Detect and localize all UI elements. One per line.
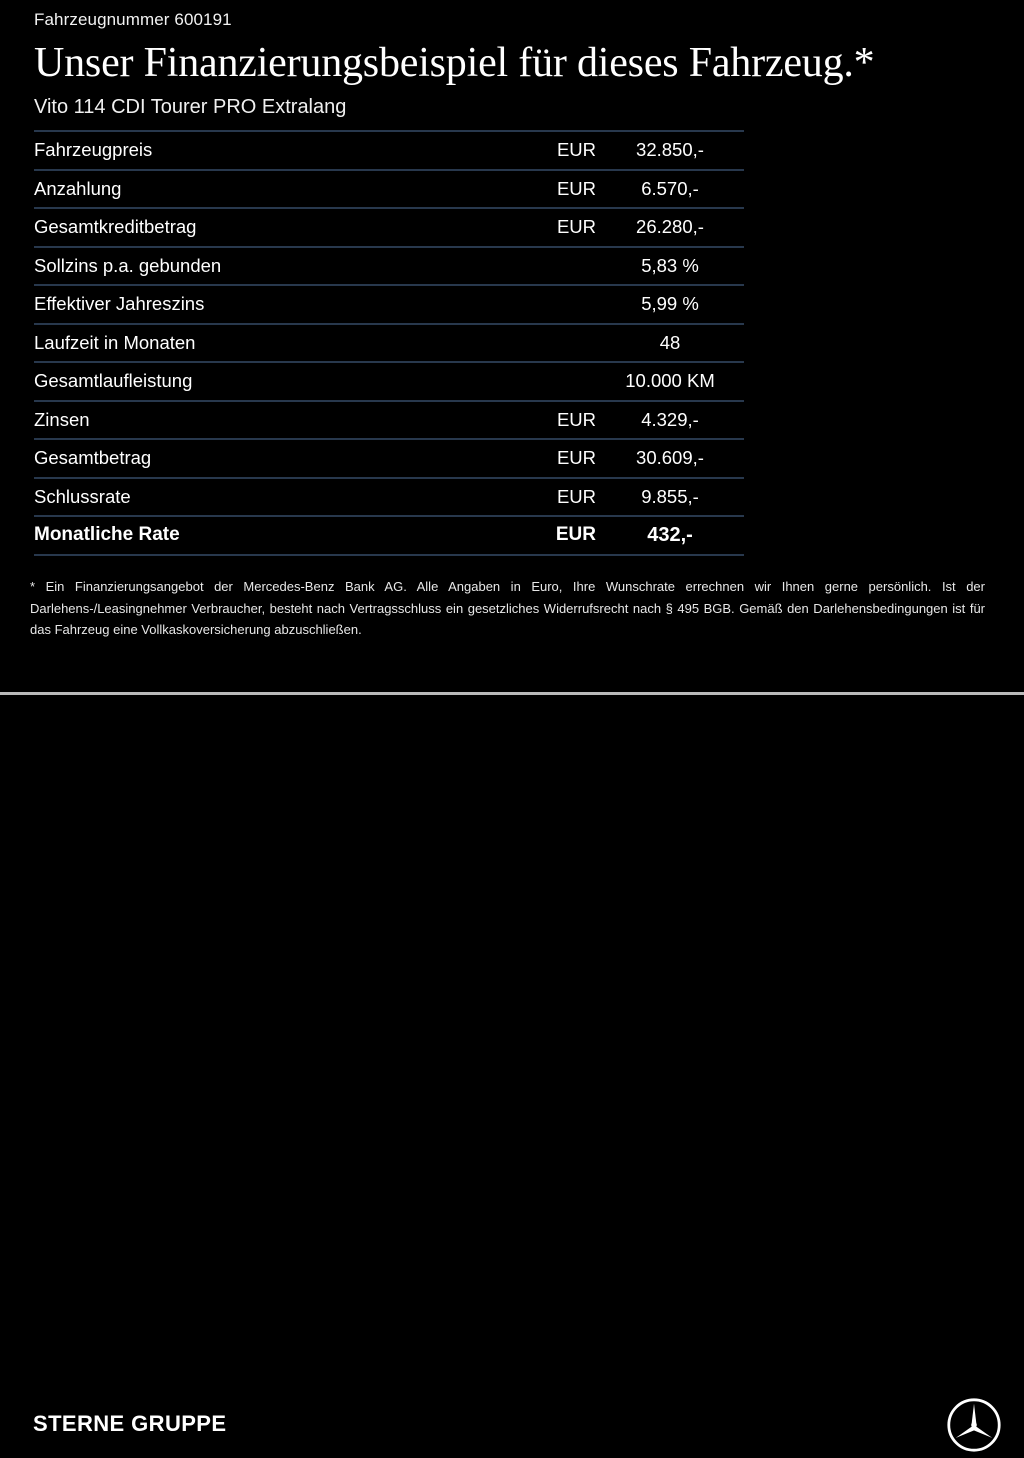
row-currency: EUR [534,399,596,439]
row-currency [534,284,596,324]
row-label: Monatliche Rate [34,515,534,556]
table-row: Gesamtkreditbetrag EUR 26.280,- [34,207,744,247]
row-currency: EUR [534,476,596,516]
row-label: Zinsen [34,399,534,439]
vehicle-model-subtitle: Vito 114 CDI Tourer PRO Extralang [34,96,347,118]
page-title: Unser Finanzierungsbeispiel für dieses F… [34,40,875,86]
page-header: Fahrzeugnummer 600191 Unser Finanzierung… [0,0,1024,122]
row-value: 30.609,- [596,438,744,478]
row-currency: EUR [534,207,596,247]
row-label: Fahrzeugpreis [34,130,534,170]
row-currency [534,361,596,401]
row-value: 9.855,- [596,476,744,516]
finance-details-table: Fahrzeugpreis EUR 32.850,- Anzahlung EUR… [34,130,744,556]
row-value: 4.329,- [596,399,744,439]
legal-footnote: * Ein Finanzierungsangebot der Mercedes-… [30,579,985,637]
table-row: Anzahlung EUR 6.570,- [34,168,744,208]
row-label: Gesamtkreditbetrag [34,207,534,247]
row-value: 32.850,- [596,130,744,170]
row-label: Anzahlung [34,168,534,208]
row-currency: EUR [534,515,596,556]
row-value: 5,99 % [596,284,744,324]
row-label: Laufzeit in Monaten [34,322,534,362]
page-footer: STERNE GRUPPE [0,695,1024,1452]
table-row: Gesamtbetrag EUR 30.609,- [34,438,744,478]
row-value: 432,- [596,515,744,556]
row-value: 26.280,- [596,207,744,247]
table-row: Laufzeit in Monaten 48 [34,322,744,362]
table-row: Sollzins p.a. gebunden 5,83 % [34,245,744,285]
row-label: Effektiver Jahreszins [34,284,534,324]
dealer-brand-name: STERNE GRUPPE [33,1411,227,1436]
table-row: Effektiver Jahreszins 5,99 % [34,284,744,324]
table-row: Schlussrate EUR 9.855,- [34,476,744,516]
table-row-monthly-rate: Monatliche Rate EUR 432,- [34,515,744,556]
mercedes-star-icon [946,1397,1002,1453]
vehicle-number: Fahrzeugnummer 600191 [34,10,232,29]
row-label: Sollzins p.a. gebunden [34,245,534,285]
row-value: 48 [596,322,744,362]
row-label: Schlussrate [34,476,534,516]
row-currency: EUR [534,130,596,170]
row-value: 5,83 % [596,245,744,285]
row-value: 6.570,- [596,168,744,208]
table-row: Gesamtlaufleistung 10.000 KM [34,361,744,401]
row-label: Gesamtlaufleistung [34,361,534,401]
row-value: 10.000 KM [596,361,744,401]
table-row: Zinsen EUR 4.329,- [34,399,744,439]
footer-divider [0,692,1024,695]
table-row: Fahrzeugpreis EUR 32.850,- [34,130,744,170]
row-currency [534,322,596,362]
row-label: Gesamtbetrag [34,438,534,478]
row-currency [534,245,596,285]
finance-table-body: Fahrzeugpreis EUR 32.850,- Anzahlung EUR… [34,130,744,556]
row-currency: EUR [534,168,596,208]
row-currency: EUR [534,438,596,478]
